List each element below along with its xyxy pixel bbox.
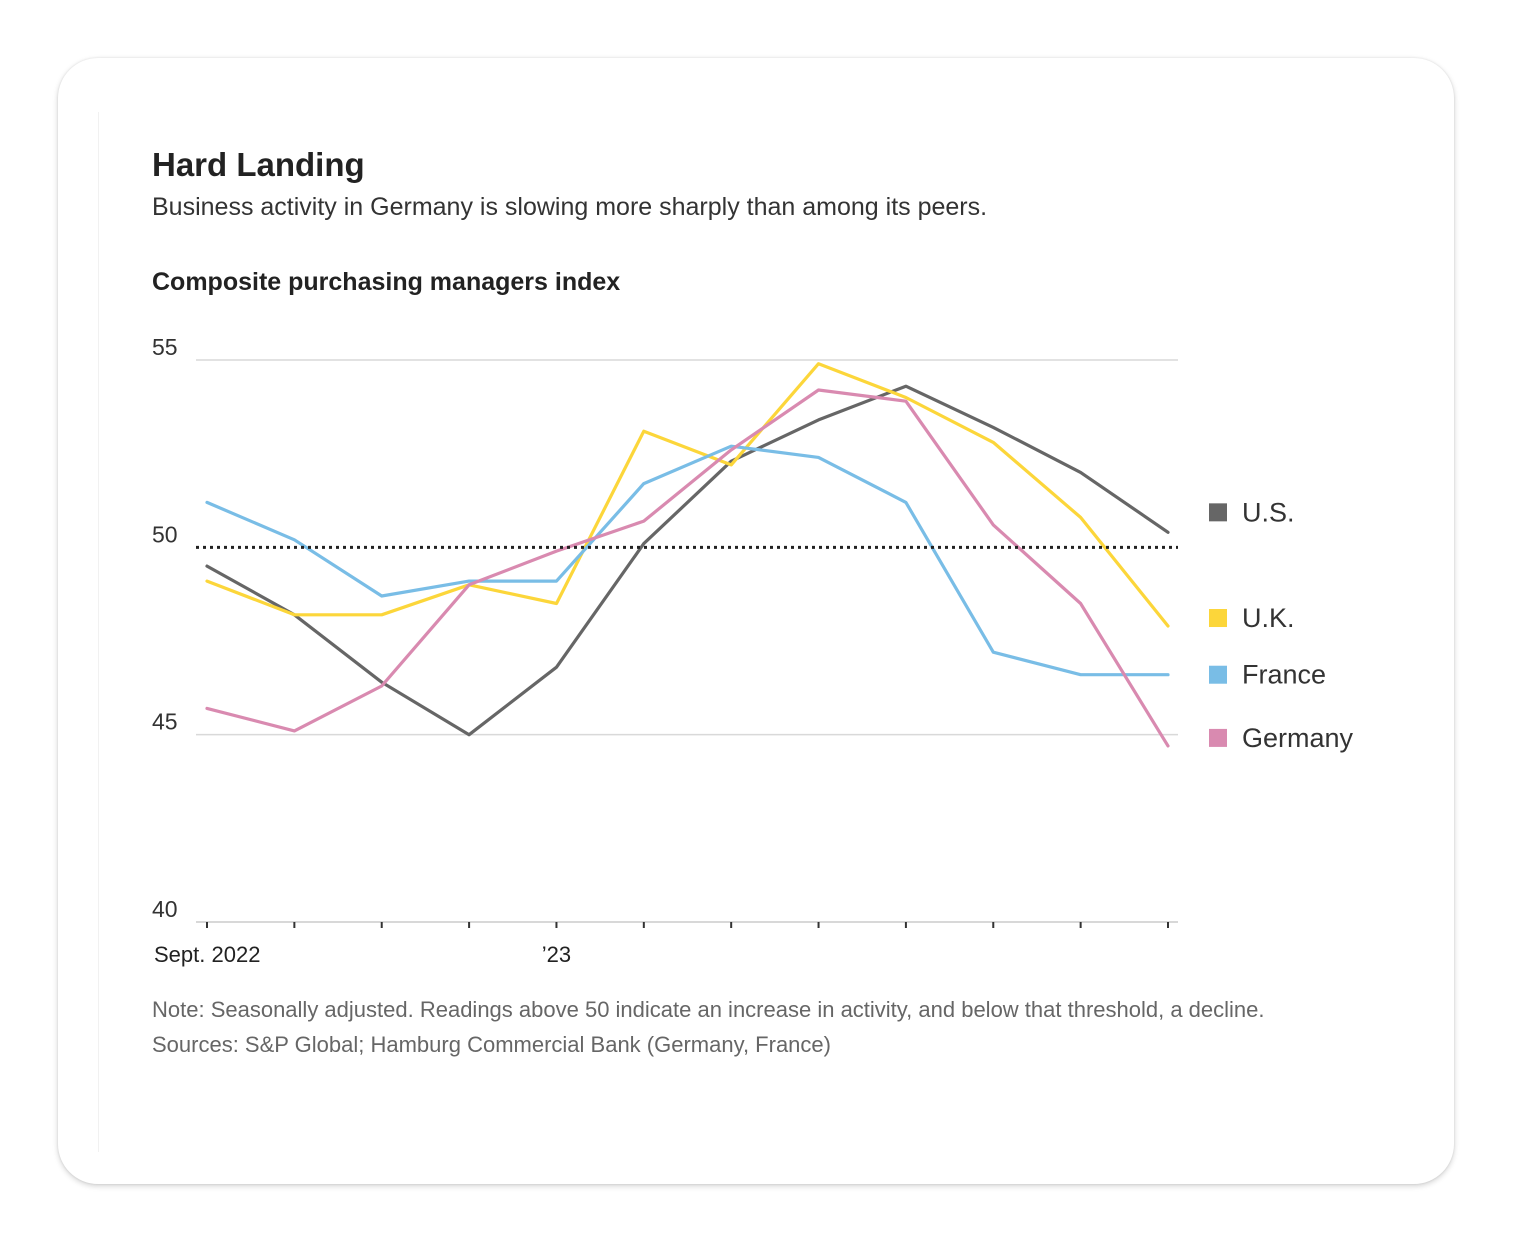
x-tick-label: ’23 bbox=[542, 942, 571, 967]
legend-label: U.K. bbox=[1242, 603, 1295, 633]
y-tick-label: 45 bbox=[152, 709, 178, 735]
chart-headline: Hard Landing bbox=[152, 146, 365, 183]
x-axis: Sept. 2022 ’23 bbox=[154, 922, 1169, 967]
y-tick-label: 50 bbox=[152, 521, 178, 547]
series-line-france bbox=[205, 444, 1170, 677]
x-tick-label: Sept. 2022 bbox=[154, 942, 260, 967]
chart-footnote: Note: Seasonally adjusted. Readings abov… bbox=[152, 992, 1342, 1062]
y-axis-ticks: 55 50 45 40 bbox=[152, 334, 178, 922]
legend-swatch bbox=[1209, 665, 1227, 684]
card-inner-edge bbox=[98, 112, 99, 1152]
legend-swatch bbox=[1209, 503, 1227, 522]
legend-label: France bbox=[1242, 660, 1326, 690]
y-tick-label: 55 bbox=[152, 334, 178, 360]
sources-text: Sources: S&P Global; Hamburg Commercial … bbox=[152, 1032, 831, 1057]
series-line-germany bbox=[205, 388, 1170, 748]
legend: U.S. U.K. France Germany bbox=[1209, 497, 1354, 753]
series-line-us bbox=[205, 384, 1170, 737]
legend-label: U.S. bbox=[1242, 497, 1295, 527]
series-line-uk bbox=[205, 362, 1170, 628]
legend-label: Germany bbox=[1242, 723, 1354, 753]
chart-subtitle: Business activity in Germany is slowing … bbox=[152, 193, 988, 221]
chart-title: Composite purchasing managers index bbox=[152, 268, 621, 296]
note-text: Note: Seasonally adjusted. Readings abov… bbox=[152, 997, 1265, 1022]
series-lines bbox=[205, 362, 1170, 748]
legend-swatch bbox=[1209, 609, 1227, 628]
y-tick-label: 40 bbox=[152, 896, 178, 922]
gridlines bbox=[196, 359, 1178, 923]
legend-swatch bbox=[1209, 728, 1227, 747]
